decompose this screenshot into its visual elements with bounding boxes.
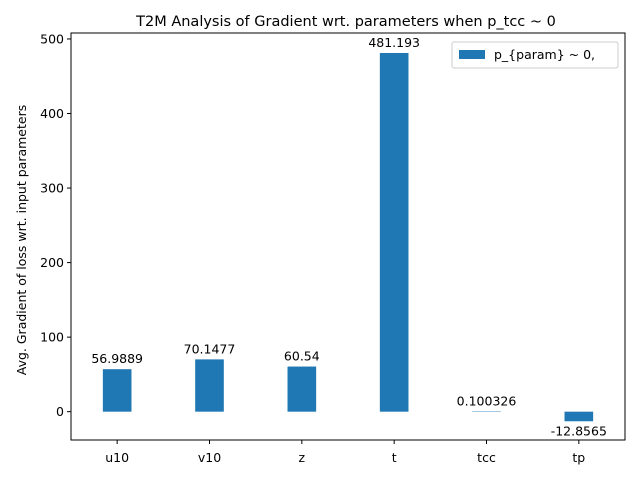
bar-t <box>379 52 409 412</box>
data-label-t: 481.193 <box>368 35 420 50</box>
bar-tp <box>564 411 594 422</box>
data-label-tp: -12.8565 <box>551 423 607 438</box>
y-tick-label-300: 300 <box>40 181 64 196</box>
data-labels-group: 56.9889 70.1477 60.54 481.193 0.100326 -12.85… <box>91 35 607 438</box>
data-label-tcc: 0.100326 <box>457 394 517 409</box>
legend-label: p_{param} ~ 0, <box>494 47 595 62</box>
legend-swatch <box>459 50 485 59</box>
y-tick-label-200: 200 <box>40 255 64 270</box>
y-tick-label-500: 500 <box>40 31 64 46</box>
bar-u10 <box>102 369 132 412</box>
x-tick-label-t: t <box>392 450 397 465</box>
bar-v10 <box>195 359 224 412</box>
bars-group <box>102 52 594 422</box>
y-tick-label-0: 0 <box>56 404 64 419</box>
x-tick-label-u10: u10 <box>105 450 129 465</box>
data-label-u10: 56.9889 <box>91 351 143 366</box>
y-axis-label: Avg. Gradient of loss wrt. input paramet… <box>14 105 29 375</box>
chart-title: T2M Analysis of Gradient wrt. parameters… <box>135 14 556 30</box>
x-axis-ticks: u10 v10 z t tcc tp <box>105 440 585 465</box>
x-tick-label-tcc: tcc <box>477 450 496 465</box>
bar-z <box>287 366 317 412</box>
data-label-v10: 70.1477 <box>184 341 236 356</box>
x-tick-label-v10: v10 <box>198 450 221 465</box>
plot-frame <box>70 32 626 441</box>
data-label-z: 60.54 <box>284 349 320 364</box>
y-tick-label-100: 100 <box>40 330 64 345</box>
y-axis-ticks: 0 100 200 300 400 500 <box>40 31 71 419</box>
legend-box <box>451 41 619 69</box>
y-tick-label-400: 400 <box>40 106 64 121</box>
x-tick-label-z: z <box>299 450 306 465</box>
legend: p_{param} ~ 0, <box>451 41 619 69</box>
x-tick-label-tp: tp <box>572 450 585 465</box>
